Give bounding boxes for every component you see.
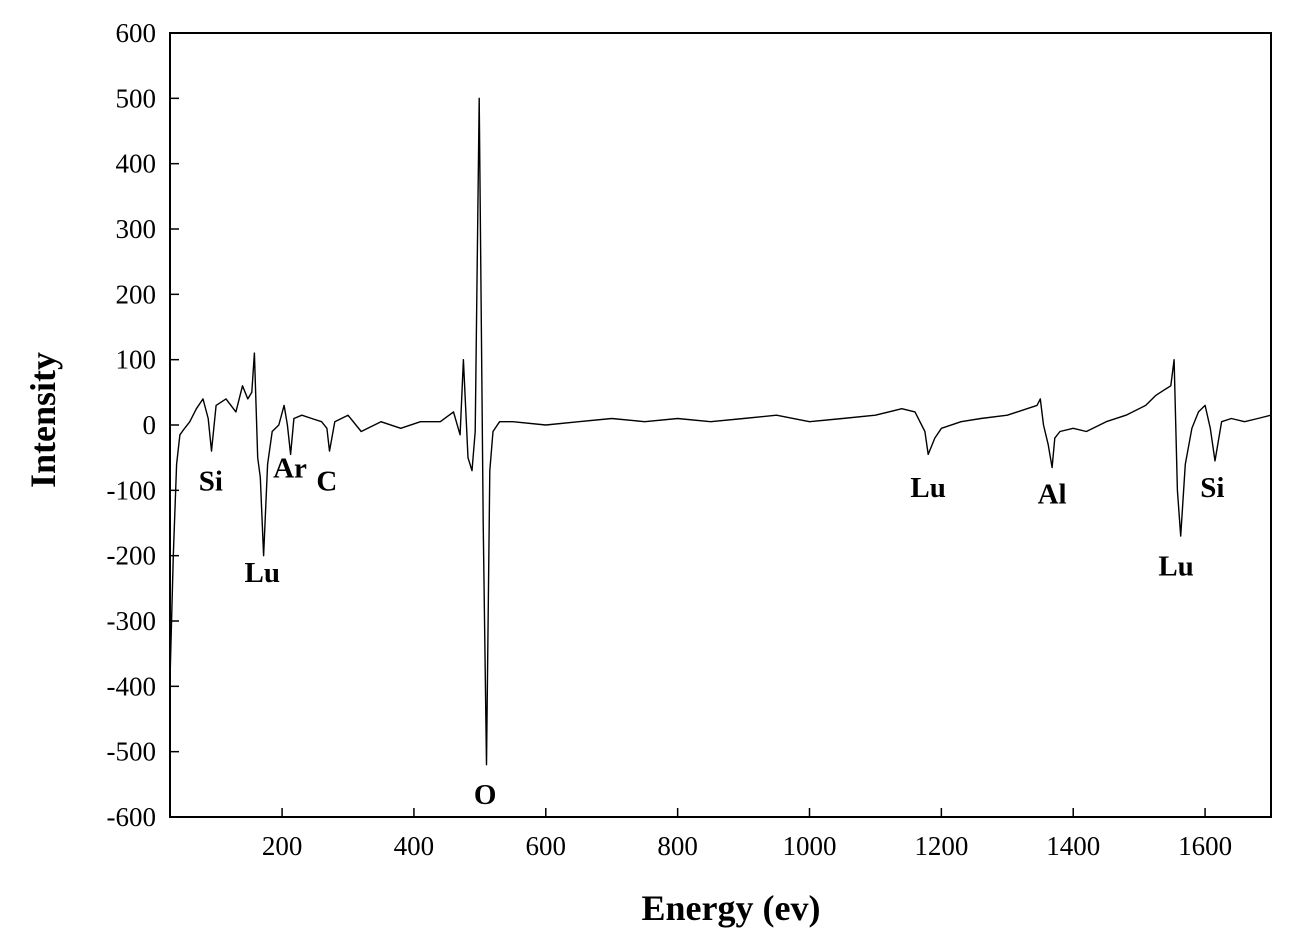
peak-annotations: Si Lu Ar C O Lu Al Lu Si — [199, 452, 1225, 811]
peak-label: Si — [1200, 472, 1224, 504]
x-tick-label: 1600 — [1178, 831, 1232, 861]
peak-label: Lu — [245, 557, 280, 589]
y-tick-label: -400 — [107, 671, 157, 701]
y-tick-label: -600 — [107, 802, 157, 832]
peak-label: Lu — [910, 472, 945, 504]
y-tick-label: 400 — [116, 149, 157, 179]
y-tick-label: -500 — [107, 737, 157, 767]
y-axis-ticks: -600 -500 -400 -300 -200 -100 0 100 200 300 400 500… — [107, 18, 179, 832]
y-tick-label: 0 — [143, 410, 157, 440]
x-tick-label: 400 — [394, 831, 435, 861]
plot-frame — [169, 32, 1272, 818]
peak-label: C — [316, 466, 337, 498]
peak-label: Lu — [1158, 550, 1193, 582]
peak-label: O — [474, 779, 497, 811]
y-tick-label: -100 — [107, 475, 157, 505]
peak-label: Si — [199, 466, 223, 498]
y-tick-label: 500 — [116, 83, 157, 113]
y-tick-label: 200 — [116, 279, 157, 309]
x-tick-label: 1000 — [783, 831, 837, 861]
y-axis-label: Intensity — [23, 352, 63, 488]
peak-label: Al — [1038, 479, 1067, 511]
x-tick-label: 200 — [262, 831, 303, 861]
x-axis-ticks: 200 400 600 800 1000 1200 1400 1600 — [262, 808, 1232, 861]
series-layer — [169, 97, 1272, 766]
y-tick-label: 300 — [116, 214, 157, 244]
y-tick-label: -300 — [107, 606, 157, 636]
x-axis-label: Energy (ev) — [642, 888, 821, 928]
y-tick-label: 600 — [116, 18, 157, 48]
x-tick-label: 1400 — [1046, 831, 1100, 861]
x-tick-label: 600 — [526, 831, 567, 861]
y-tick-label: 100 — [116, 345, 157, 375]
x-tick-label: 1200 — [914, 831, 968, 861]
x-tick-label: 800 — [657, 831, 698, 861]
y-tick-label: -200 — [107, 541, 157, 571]
spectrum-line — [169, 97, 1272, 766]
peak-label: Ar — [273, 452, 307, 484]
